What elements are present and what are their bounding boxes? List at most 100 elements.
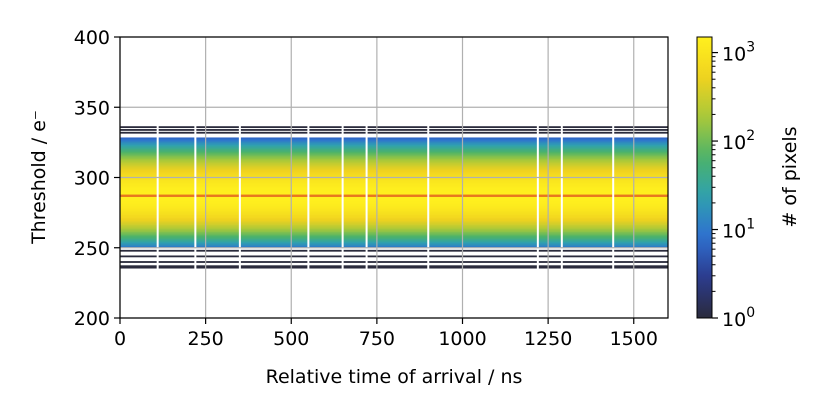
heatmap-row [120,200,668,203]
heatmap-row [120,148,668,151]
heatmap-row [120,183,668,186]
heatmap-row [120,186,668,189]
heatmap-row [120,235,668,238]
heatmap-row [120,249,668,252]
heatmap-row [120,217,668,220]
heatmap-row [120,232,668,235]
y-tick-label: 350 [74,97,110,119]
heatmap-row [120,154,668,157]
heatmap-row [120,182,668,185]
y-tick-label: 250 [74,238,110,260]
colorbar-tick-label: 103 [722,40,755,66]
heatmap-row [120,197,668,200]
colorbar-label: # of pixels [779,126,801,227]
heatmap-row [120,213,668,216]
x-tick-label: 1250 [524,328,572,350]
heatmap-row [120,158,668,161]
heatmap-row [120,240,668,242]
heatmap-row [120,203,668,206]
heatmap-row [120,143,668,145]
heatmap-row [120,189,668,192]
heatmap-row [120,173,668,176]
colorbar [696,36,713,319]
heatmap-row [120,193,668,196]
heatmap-row [120,204,668,207]
heatmap-row [120,181,668,183]
colorbar-tick-label: 101 [722,217,755,243]
heatmap-row [120,152,668,155]
heatmap-row [120,190,668,193]
x-tick-label: 250 [187,328,223,350]
heatmap-row [120,206,668,209]
heatmap-row [120,241,668,244]
grid-lines [119,36,668,319]
heatmap-row [120,238,668,241]
heatmap-row [120,140,668,143]
heatmap-row [120,178,668,181]
heatmap-row [120,175,668,178]
heatmap-row [120,144,668,147]
heatmap-row [120,151,668,154]
heatmap-row [120,261,668,263]
heatmap-row [120,220,668,223]
heatmap-row [120,216,668,218]
heatmap-row [120,155,668,158]
heatmap-row [120,210,668,213]
heatmap-row [120,266,668,269]
heatmap-row [120,150,668,152]
heatmap-row [120,227,668,230]
x-tick-label: 750 [359,328,395,350]
heatmap-row [120,230,668,232]
heatmap-row [120,245,668,248]
heatmap-row [120,188,668,190]
heatmap-row [120,137,668,140]
heatmap-row [120,157,668,159]
heatmap-row [120,244,668,247]
colorbar-tick-label: 102 [722,128,755,154]
heatmap-row [120,211,668,214]
colorbar-tick-label: 100 [722,305,755,331]
y-tick-label: 200 [74,308,110,330]
heatmap-row [120,159,668,162]
heatmap-row [120,129,668,131]
y-axis-ticks: 200 250 300 350 400 [74,27,120,330]
heatmap-row [120,202,668,204]
heatmap-row [120,169,668,172]
heatmap-row [120,161,668,164]
heatmap-row [120,199,668,202]
heatmap-row [120,185,668,188]
x-tick-label: 0 [114,328,126,350]
heatmap-row [120,147,668,150]
heatmap-row [120,172,668,175]
heatmap-row [120,234,668,237]
heatmap-row [120,179,668,182]
heatmap-row [120,162,668,165]
heatmap-row [120,145,668,148]
x-tick-label: 500 [273,328,309,350]
heatmap-row [120,237,668,240]
heatmap-row [120,138,668,141]
heatmap-row [120,225,668,228]
heatmap-row [120,166,668,169]
heatmap-cells [120,37,668,318]
heatmap-row [120,126,668,129]
x-tick-label: 1500 [610,328,658,350]
colorbar-ticks: 100 101 102 103 [712,40,755,331]
heatmap-row [120,207,668,210]
heatmap-row [120,168,668,171]
heatmap-row [120,223,668,225]
heatmap-row [120,255,668,258]
heatmap-row [120,131,668,134]
heatmap-row [120,218,668,221]
heatmap-row [120,164,668,166]
heatmap-row [120,192,668,195]
heatmap-row [120,214,668,217]
heatmap-row [120,165,668,168]
x-axis-label: Relative time of arrival / ns [266,366,523,388]
y-tick-label: 300 [74,168,110,190]
heatmap-row [120,196,668,199]
x-axis-ticks: 0 250 500 750 1000 1250 1500 [114,318,658,350]
heatmap-row [120,141,668,144]
y-tick-label: 400 [74,27,110,49]
